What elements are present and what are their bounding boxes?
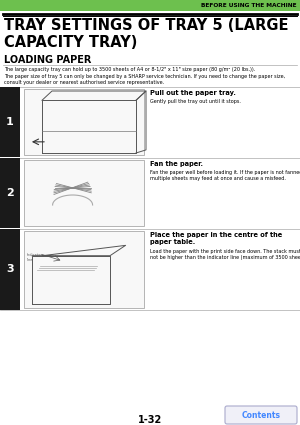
Text: BEFORE USING THE MACHINE: BEFORE USING THE MACHINE — [201, 3, 297, 8]
Text: LOADING PAPER: LOADING PAPER — [4, 55, 92, 65]
Bar — [24, 89, 144, 155]
Text: Contents: Contents — [242, 411, 280, 419]
Text: The large capacity tray can hold up to 3500 sheets of A4 or 8-1/2" x 11" size pa: The large capacity tray can hold up to 3… — [4, 67, 255, 72]
Bar — [24, 160, 144, 226]
FancyBboxPatch shape — [225, 406, 297, 424]
Text: Place the paper in the centre of the
paper table.: Place the paper in the centre of the pap… — [150, 232, 282, 245]
Text: 3: 3 — [6, 264, 14, 275]
Bar — [24, 231, 144, 308]
Text: Indicator
line: Indicator line — [27, 253, 43, 262]
Text: Fan the paper.: Fan the paper. — [150, 161, 203, 167]
Bar — [0, 229, 20, 310]
Bar — [0, 87, 20, 157]
Text: Load the paper with the print side face down. The stack must
not be higher than : Load the paper with the print side face … — [150, 249, 300, 261]
Polygon shape — [35, 139, 43, 144]
Bar — [0, 158, 20, 228]
Text: Gently pull the tray out until it stops.: Gently pull the tray out until it stops. — [150, 99, 241, 104]
Bar — [0, 0, 300, 11]
Text: Pull out the paper tray.: Pull out the paper tray. — [150, 90, 236, 96]
Text: TRAY SETTINGS OF TRAY 5 (LARGE
CAPACITY TRAY): TRAY SETTINGS OF TRAY 5 (LARGE CAPACITY … — [4, 18, 289, 50]
Text: The paper size of tray 5 can only be changed by a SHARP service technician. If y: The paper size of tray 5 can only be cha… — [4, 74, 285, 79]
Text: 1-32: 1-32 — [138, 415, 162, 425]
Text: 2: 2 — [6, 188, 14, 198]
Text: 1: 1 — [6, 117, 14, 127]
Text: consult your dealer or nearest authorised service representative.: consult your dealer or nearest authorise… — [4, 80, 164, 85]
Text: Fan the paper well before loading it. If the paper is not fanned,
multiple sheet: Fan the paper well before loading it. If… — [150, 170, 300, 181]
